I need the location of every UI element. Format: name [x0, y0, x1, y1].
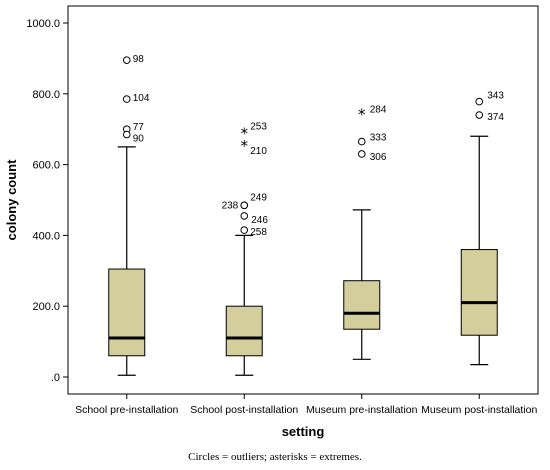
box-group: * — [343, 105, 381, 360]
extreme-point: * — [241, 137, 249, 155]
outlier-point — [122, 95, 131, 103]
outlier-label: 77 — [133, 122, 145, 133]
x-tick-label: Museum post-installation — [421, 404, 537, 416]
figure-caption: Circles = outliers; asterisks = extremes… — [188, 451, 362, 463]
outlier-label: 258 — [250, 227, 267, 238]
outlier-point — [122, 56, 131, 64]
outlier-point — [475, 111, 484, 119]
outlier-label: 333 — [370, 133, 387, 144]
x-tick-label: Museum pre-installation — [306, 404, 418, 416]
iqr-box — [343, 280, 381, 330]
outlier-point — [240, 201, 249, 210]
plot-frame — [67, 5, 539, 395]
outlier-label: 210 — [250, 146, 267, 157]
outlier-point — [122, 130, 131, 139]
iqr-box — [108, 268, 146, 357]
iqr-box — [225, 305, 263, 357]
outlier-label: 306 — [370, 152, 387, 163]
outlier-label: 253 — [250, 122, 267, 133]
x-tick-label: School post-installation — [190, 404, 298, 416]
outlier-point — [357, 137, 366, 146]
outlier-label: 238 — [222, 200, 239, 211]
box-group — [460, 97, 498, 366]
y-tick-label: 600.0 — [32, 160, 60, 172]
boxes: ***9810477902532102492382462582843333063… — [108, 54, 504, 376]
boxplot-chart: colony count setting .0 200.0 400.0 600.0 80… — [4, 5, 539, 439]
outlier-label: 249 — [250, 192, 267, 203]
outlier-label: 374 — [487, 112, 504, 123]
outlier-label: 343 — [487, 91, 504, 102]
outlier-label: 104 — [133, 93, 150, 104]
box-group — [108, 56, 146, 376]
x-axis: School pre-installation School post-insta… — [75, 394, 537, 416]
y-axis-label: colony count — [4, 159, 19, 241]
y-tick-label: 800.0 — [32, 89, 60, 101]
outlier-label: 246 — [251, 215, 268, 226]
extreme-point: * — [358, 105, 366, 123]
outlier-point — [240, 212, 249, 220]
y-axis: .0 200.0 400.0 600.0 800.0 1000.0 — [26, 18, 68, 384]
outlier-label: 98 — [133, 54, 145, 65]
y-tick-label: 200.0 — [32, 301, 60, 313]
outlier-point — [357, 150, 366, 158]
outlier-point — [240, 226, 249, 234]
y-tick-label: 400.0 — [32, 230, 60, 242]
outlier-point — [475, 97, 484, 106]
extreme-point: * — [241, 125, 249, 143]
outlier-label: 90 — [133, 134, 145, 145]
y-tick-label: 1000.0 — [26, 18, 60, 30]
y-tick-label: .0 — [51, 372, 60, 384]
x-axis-label: setting — [282, 424, 325, 439]
iqr-box — [460, 249, 498, 336]
x-tick-label: School pre-installation — [75, 404, 178, 416]
outlier-label: 284 — [370, 104, 387, 115]
box-group: ** — [225, 125, 263, 376]
